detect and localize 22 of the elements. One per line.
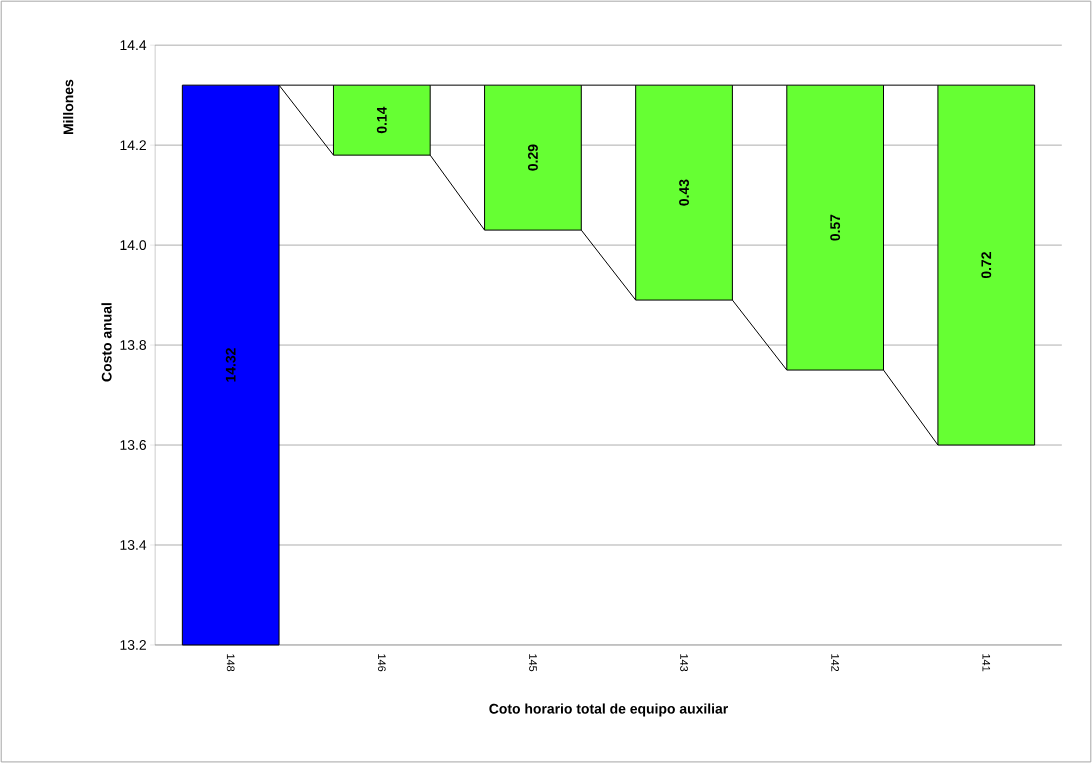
y-tick-label: 13.4 <box>120 539 147 550</box>
data-label: 0.29 <box>527 144 538 171</box>
data-label: 0.57 <box>830 214 841 241</box>
y-tick-label: 14.2 <box>120 140 146 150</box>
data-label: 0.72 <box>981 252 992 279</box>
x-tick-label: 148 <box>226 654 235 672</box>
y-tick-label: 13.6 <box>120 440 147 450</box>
x-tick-label: 145 <box>529 654 537 672</box>
y-tick-label: 14.4 <box>120 40 147 50</box>
x-tick-label: 142 <box>831 654 839 672</box>
y-tick-label: 13.2 <box>120 639 146 650</box>
x-tick-label: 143 <box>680 654 688 672</box>
x-tick-label: 141 <box>982 654 991 672</box>
y-tick-label: 13.8 <box>120 340 147 350</box>
text: Millones <box>63 79 74 135</box>
x-axis-title: Coto horario total de equipo auxiliar <box>489 703 728 717</box>
data-label: 0.43 <box>679 179 689 206</box>
y-tick-label: 14.0 <box>120 240 147 250</box>
data-label: 14.32 <box>225 348 236 382</box>
y-axis-title: Costo anual <box>101 303 112 382</box>
data-label: 0.14 <box>376 106 387 134</box>
x-tick-label: 146 <box>377 654 386 672</box>
